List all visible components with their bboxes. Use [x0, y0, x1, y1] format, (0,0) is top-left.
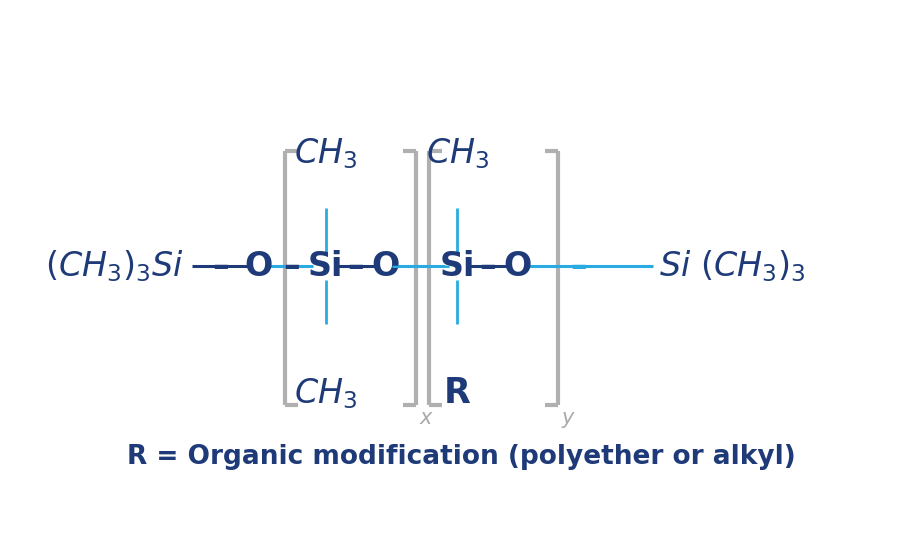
Text: –: – [212, 250, 229, 283]
Text: O: O [371, 250, 400, 283]
Text: $CH_3$: $CH_3$ [426, 137, 489, 172]
Text: x: x [419, 408, 432, 428]
Text: –: – [479, 250, 496, 283]
Text: –: – [284, 250, 301, 283]
Text: y: y [562, 408, 573, 428]
Text: $CH_3$: $CH_3$ [294, 376, 357, 411]
Text: –: – [347, 250, 364, 283]
Text: $(CH_3)_3Si$: $(CH_3)_3Si$ [45, 249, 184, 284]
Text: R: R [444, 376, 471, 410]
Text: R = Organic modification (polyether or alkyl): R = Organic modification (polyether or a… [127, 444, 796, 470]
Text: $Si\ (CH_3)_3$: $Si\ (CH_3)_3$ [659, 249, 806, 284]
Text: $CH_3$: $CH_3$ [294, 137, 357, 172]
Text: O: O [503, 250, 531, 283]
Text: ——: —— [391, 252, 452, 280]
Text: Si: Si [440, 250, 475, 283]
Text: –: – [570, 250, 587, 283]
Text: O: O [244, 250, 273, 283]
Text: Si: Si [308, 250, 343, 283]
